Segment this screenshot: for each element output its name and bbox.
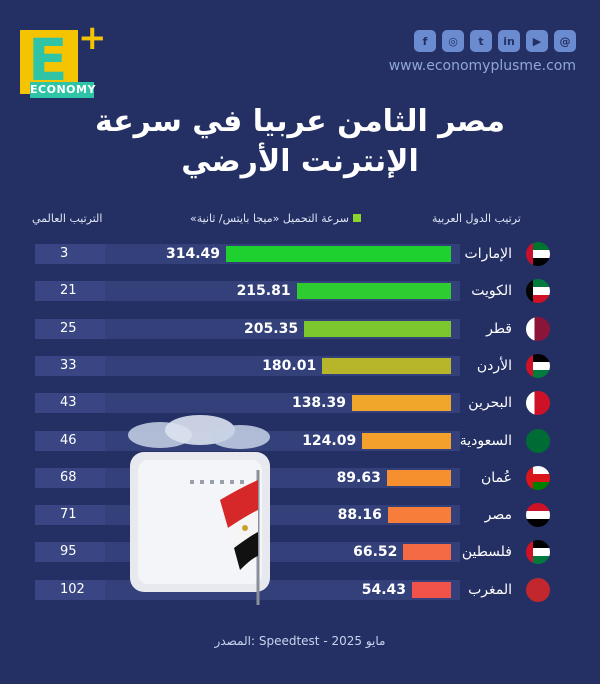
country-label: مصر	[484, 507, 512, 524]
facebook-icon[interactable]: f	[414, 30, 436, 52]
global-rank-label: 102	[60, 581, 85, 597]
global-rank-label: 43	[60, 395, 77, 411]
country-label: البحرين	[468, 395, 512, 412]
speed-bar	[304, 320, 451, 337]
global-rank-label: 46	[60, 432, 77, 448]
youtube-icon[interactable]: ▶	[526, 30, 548, 52]
global-rank-box	[35, 318, 105, 339]
speed-bar	[351, 395, 451, 412]
country-label: قطر	[486, 320, 512, 337]
website-url[interactable]: www.economyplusme.com	[388, 58, 576, 74]
country-label: فلسطين	[461, 544, 512, 561]
legend-swatch	[352, 214, 361, 222]
speed-value-label: 138.39	[291, 395, 346, 412]
speed-value-label: 89.63	[336, 469, 381, 486]
country-label: الأردن	[476, 357, 512, 374]
speed-bar	[387, 507, 451, 524]
header-arab-rank: ترتيب الدول العربية	[432, 212, 521, 225]
router-illustration	[128, 415, 270, 605]
twitter-icon[interactable]: t	[470, 30, 492, 52]
threads-icon[interactable]: @	[554, 30, 576, 52]
header-download-speed-label: سرعة التحميل «ميجا بايتس/ ثانية»	[190, 212, 349, 225]
egypt-flag-icon	[220, 470, 260, 605]
speed-bar	[362, 432, 451, 449]
social-links: f ◎ t in ▶ @	[414, 30, 576, 52]
header-download-speed: سرعة التحميل «ميجا بايتس/ ثانية»	[190, 212, 361, 225]
speed-value-label: 215.81	[236, 283, 291, 300]
speed-bar	[226, 246, 451, 262]
kuwait-flag-icon	[526, 279, 550, 304]
source-note: المصدر: Speedtest - مايو 2025	[214, 634, 386, 648]
router-icon	[130, 452, 270, 592]
global-rank-box	[35, 281, 105, 302]
global-rank-label: 33	[60, 357, 77, 373]
speed-bar	[386, 469, 451, 486]
economy-logo: E + ECONOMY	[20, 18, 107, 102]
oman-flag-icon	[526, 465, 550, 490]
global-rank-box	[35, 244, 105, 264]
global-rank-label: 95	[60, 544, 77, 560]
global-rank-box	[35, 505, 105, 526]
linkedin-icon[interactable]: in	[498, 30, 520, 52]
cloud-icon	[128, 415, 270, 449]
logo-word: ECONOMY	[30, 82, 96, 98]
country-label: الكويت	[471, 283, 512, 300]
global-rank-label: 68	[60, 469, 77, 485]
page-title-line2: الإنترنت الأرضي	[181, 144, 419, 179]
global-rank-box	[35, 542, 105, 563]
logo-letter: E	[28, 26, 68, 94]
jordan-flag-icon	[526, 353, 550, 378]
qatar-flag-icon	[526, 316, 550, 341]
country-label: السعودية	[459, 432, 512, 449]
palestine-flag-icon	[526, 540, 550, 565]
global-rank-box	[35, 430, 105, 451]
speed-value-label: 66.52	[353, 544, 398, 561]
speed-value-label: 180.01	[262, 357, 317, 374]
global-rank-label: 21	[60, 283, 77, 299]
speed-value-label: 205.35	[244, 320, 299, 337]
country-label: المغرب	[468, 581, 512, 598]
egypt-flag-icon	[526, 503, 550, 528]
global-rank-label: 71	[60, 507, 77, 523]
global-rank-box	[35, 579, 105, 600]
global-rank-box	[35, 393, 105, 414]
speed-value-label: 88.16	[337, 507, 382, 524]
speed-value-label: 54.43	[361, 581, 407, 598]
logo-plus: +	[78, 18, 107, 58]
speed-bar	[296, 283, 451, 300]
saudi-flag-icon	[526, 428, 550, 453]
global-rank-box	[35, 355, 105, 376]
global-rank-box	[35, 467, 105, 488]
global-rank-label: 25	[60, 320, 77, 336]
header-global-rank: الترتيب العالمي	[32, 212, 103, 225]
country-label: الإمارات	[464, 246, 512, 262]
country-label: عُمان	[481, 469, 512, 486]
speed-bar	[403, 544, 451, 561]
speed-value-label: 124.09	[302, 432, 357, 449]
speed-value-label: 314.49	[165, 246, 220, 262]
instagram-icon[interactable]: ◎	[442, 30, 464, 52]
speed-bar	[322, 357, 451, 374]
page-title-line1: مصر الثامن عربيا في سرعة	[95, 104, 505, 139]
uae-flag-icon	[526, 242, 550, 266]
bahrain-flag-icon	[526, 391, 550, 416]
morocco-flag-icon	[526, 577, 550, 602]
global-rank-label: 3	[60, 246, 69, 261]
speed-bar	[412, 581, 451, 598]
